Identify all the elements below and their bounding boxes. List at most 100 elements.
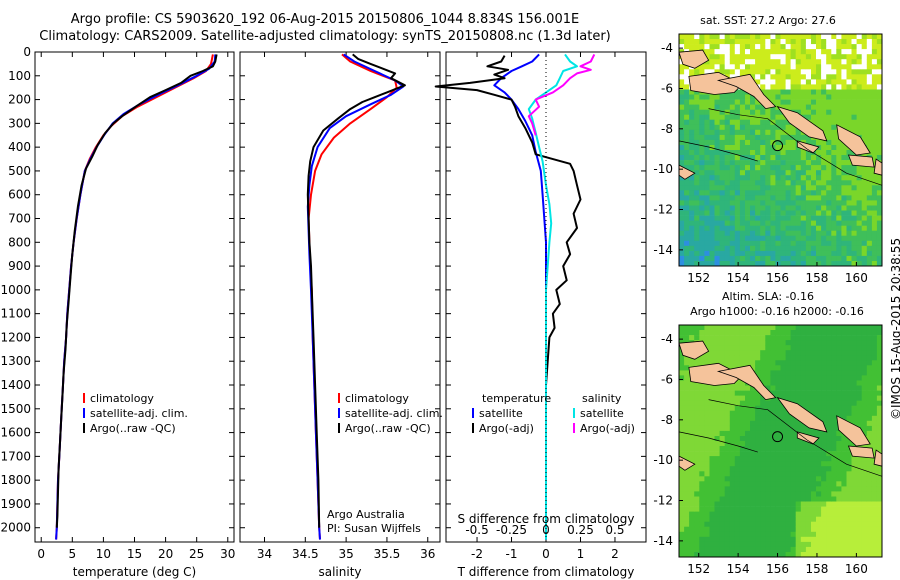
sst-map-cell (750, 139, 756, 146)
sst-map-cell (780, 114, 786, 121)
sst-map-cell (684, 150, 690, 156)
sla-map-cell (699, 405, 705, 412)
sla-map-cell (734, 481, 741, 487)
sst-map-cell (694, 235, 700, 242)
sla-map-cell (811, 355, 817, 361)
sla-map-cell (866, 390, 873, 396)
sst-map-cell (826, 39, 832, 45)
sst-map-cell (770, 109, 776, 116)
sst-map-cell (724, 235, 731, 242)
sla-map-cell (831, 370, 837, 376)
sla-map-cell (739, 471, 746, 477)
sst-map-cell (795, 84, 802, 90)
sst-map-cell (841, 180, 847, 186)
sst-map-cell (689, 255, 695, 262)
sst-map-cell (811, 175, 817, 181)
sst-map-cell (755, 170, 761, 176)
sst-map-cell (816, 49, 822, 55)
sst-map-cell (785, 190, 792, 196)
sst-map-cell (790, 215, 797, 221)
sla-map-cell (780, 380, 786, 386)
sla-map-cell (805, 506, 812, 512)
sla-map-cell (714, 521, 720, 528)
sla-map-cell (704, 340, 710, 346)
sla-map-cell (770, 466, 776, 472)
sla-map-cell (841, 360, 847, 366)
y-tick-label: 1100 (0, 307, 31, 321)
sst-map-cell (709, 155, 715, 161)
y-tick-label: 1600 (0, 426, 31, 440)
sst-map-cell (856, 59, 863, 65)
sst-map-cell (826, 49, 832, 55)
sst-map-cell (866, 225, 873, 232)
sst-map-cell (704, 225, 710, 232)
sst-map-cell (755, 245, 761, 252)
sla-map-cell (704, 456, 710, 462)
sla-map-cell (790, 441, 797, 447)
sst-map-cell (704, 185, 710, 191)
sst-map-cell (724, 119, 731, 126)
sst-map-cell (760, 79, 766, 85)
sst-map-cell (714, 170, 720, 176)
sla-map-cell (724, 481, 731, 487)
sla-map-cell (811, 466, 817, 472)
sla-map-cell (836, 335, 842, 341)
sst-map-cell (709, 69, 715, 75)
sst-map-cell (739, 99, 746, 105)
sst-map-cell (719, 109, 726, 116)
sst-map-cell (785, 155, 792, 161)
sla-map-cell (760, 410, 766, 417)
sla-map-cell (785, 456, 792, 462)
sst-map-cell (775, 64, 781, 70)
sst-map-cell (856, 200, 863, 206)
sst-map-cell (750, 230, 756, 237)
sla-map-cell (780, 325, 786, 331)
sst-map-cell (699, 250, 705, 257)
sst-map-cell (795, 225, 802, 232)
sst-map-cell (805, 89, 812, 95)
sla-map-cell (770, 400, 776, 407)
sst-map-cell (719, 44, 726, 50)
sst-map-cell (871, 215, 878, 221)
sla-map-cell (709, 511, 715, 517)
sst-map-cell (841, 195, 847, 201)
sst-map-cell (821, 170, 827, 176)
sst-map-cell (805, 84, 812, 90)
sst-map-cell (785, 200, 792, 206)
sla-map-cell (876, 400, 883, 407)
sla-map-cell (755, 415, 761, 422)
sst-map-cell (851, 215, 857, 221)
sla-map-cell (826, 345, 832, 351)
sst-map-cell (785, 124, 792, 131)
sst-map-cell (800, 195, 807, 201)
sla-map-cell (816, 375, 822, 381)
sla-map-cell (709, 531, 715, 538)
sst-map-cell (724, 129, 731, 136)
sla-map-cell (856, 410, 863, 417)
sla-map-cell (795, 481, 802, 487)
sla-map-cell (714, 466, 720, 472)
sla-map-cell (811, 345, 817, 351)
sst-map-cell (826, 200, 832, 206)
sst-map-cell (755, 215, 761, 221)
sla-map-cell (734, 456, 741, 462)
sst-map-cell (790, 170, 797, 176)
sla-map-cell (745, 350, 751, 356)
sst-map-cell (689, 250, 695, 257)
sla-map-cell (831, 410, 837, 417)
sla-map-cell (841, 390, 847, 396)
sst-map-cell (734, 134, 741, 141)
sst-map-cell (775, 261, 781, 267)
sst-map-cell (780, 49, 786, 55)
sla-map-cell (689, 536, 695, 543)
sla-map-cell (861, 521, 868, 528)
sla-map-cell (704, 430, 710, 437)
sla-map-cell (714, 491, 720, 497)
sst-map-cell (709, 190, 715, 196)
sla-map-cell (694, 420, 700, 427)
sla-map-cell (689, 395, 695, 401)
sla-map-cell (811, 390, 817, 396)
sst-map-cell (714, 39, 720, 45)
sla-map-cell (719, 390, 726, 396)
sst-map-cell (694, 190, 700, 196)
